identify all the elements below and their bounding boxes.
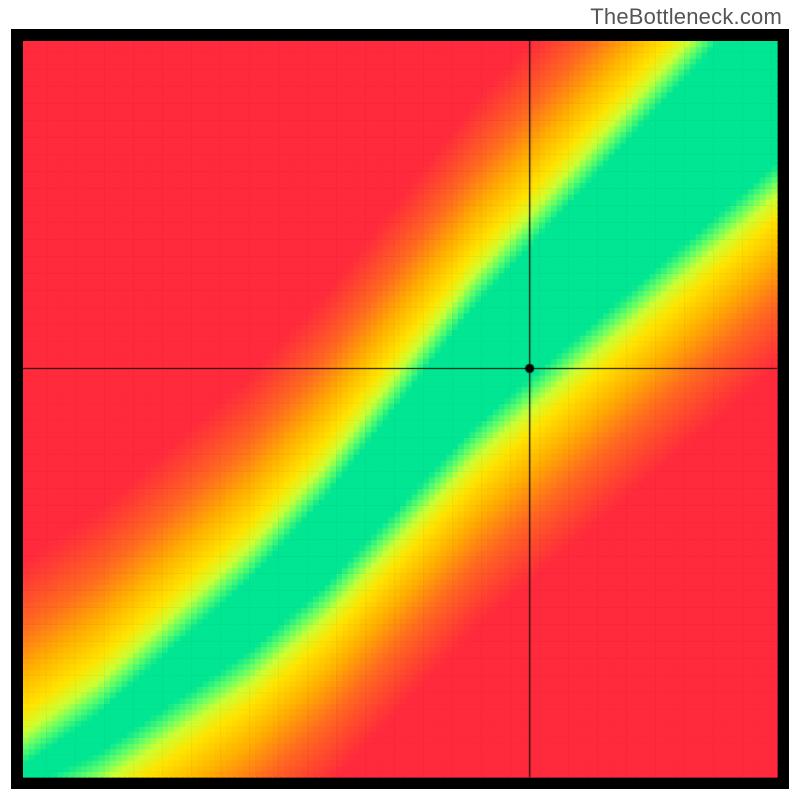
bottleneck-heatmap xyxy=(11,29,789,789)
watermark-text: TheBottleneck.com xyxy=(590,4,782,30)
bottleneck-heatmap-container xyxy=(11,29,789,789)
